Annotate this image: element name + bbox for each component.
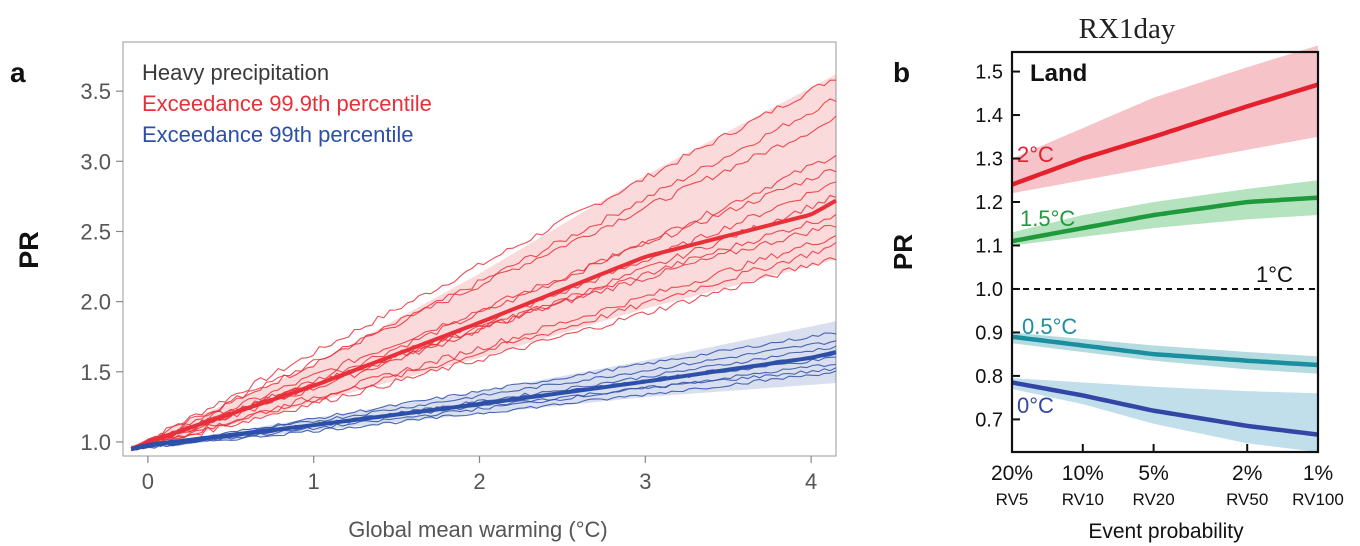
panel-b-land-label: Land (1030, 60, 1087, 87)
panel-a-member-line (131, 115, 837, 451)
panel-a-x-tick-label: 4 (805, 469, 817, 494)
panel-b-line (1011, 380, 1319, 437)
panel-a-member-line (131, 79, 836, 450)
legend-exceedance-99-9: Exceedance 99.9th percentile (142, 91, 432, 116)
panel-a-member-line (131, 257, 837, 450)
panel-b-line (1011, 195, 1319, 244)
panel-b-series-label: 1.5°C (1020, 206, 1075, 231)
panel-a-member-line (131, 332, 837, 450)
panel-b-x-tick-label: 2% (1232, 462, 1262, 485)
panel-b-series-label: 2°C (1017, 142, 1054, 167)
panel-b-x-tick-label: 10% (1062, 462, 1104, 485)
panel-b-series-label: 0.5°C (1022, 314, 1077, 339)
panel-b-y-tick-label: 1.3 (975, 149, 1003, 171)
panel-b-y-axis-label: PR (888, 234, 918, 270)
panel-a-band-exceedance-99-9 (131, 74, 836, 452)
panel-b: b 2°C 1.5°C 0.5°C 0°C 1°C Land 0.7 0.8 0.9 1.0 1… (888, 45, 1344, 543)
panel-b-x-tick-sublabel: RV50 (1226, 490, 1268, 509)
panel-a-x-tick-label: 1 (308, 469, 320, 494)
panel-a-member-line (131, 235, 837, 450)
panel-a-y-tick-label: 3.0 (80, 149, 111, 174)
panel-a-y-tick-label: 2.0 (80, 290, 111, 315)
panel-b-x-axis-label: Event probability (1088, 520, 1244, 543)
panel-a-y-axis-label: PR (14, 231, 44, 269)
panel-a-x-tick-label: 3 (639, 469, 651, 494)
panel-b-y-tick-label: 1.0 (975, 279, 1003, 301)
legend-exceedance-99: Exceedance 99th percentile (142, 122, 414, 147)
panel-b-x-tick-label: 5% (1138, 462, 1168, 485)
panel-b-x-tick-label: 20% (991, 462, 1033, 485)
panel-b-x-tick-sublabel: RV100 (1292, 490, 1344, 509)
panel-b-plot-area (1010, 50, 1320, 454)
panel-a-legend: Heavy precipitation Exceedance 99.9th pe… (142, 60, 432, 147)
panel-b-series-label: 0°C (1017, 393, 1054, 418)
panel-b-y-tick-label: 0.9 (975, 322, 1003, 344)
panel-b-line (1011, 82, 1319, 187)
panel-a-letter: a (10, 57, 26, 88)
panel-a-mean-line-exceedance-99-9 (130, 198, 837, 451)
panel-a-y-tick-label: 1.5 (80, 360, 111, 385)
panel-a-mean-line-exceedance-99 (130, 350, 837, 451)
panel-b-x-tick-sublabel: RV5 (996, 490, 1029, 509)
panel-b-x-tick-sublabel: RV20 (1132, 490, 1174, 509)
panel-b-reference-label: 1°C (1256, 262, 1293, 287)
panel-b-x-tick-label: 1% (1303, 462, 1333, 485)
legend-heavy-precipitation: Heavy precipitation (142, 60, 329, 85)
panel-b-y-tick-label: 1.1 (975, 235, 1003, 257)
panel-a-x-tick-label: 2 (473, 469, 485, 494)
panel-b-y-tick-label: 1.4 (975, 105, 1003, 127)
panel-b-y-tick-label: 0.7 (975, 409, 1003, 431)
panel-a-member-line (131, 370, 837, 450)
panel-a-member-line (131, 98, 837, 450)
panel-a-y-tick-label: 2.5 (80, 219, 111, 244)
panel-a-member-line (131, 242, 837, 452)
panel-b-y-tick-label: 1.2 (975, 192, 1003, 214)
figure-title: RX1day (1079, 13, 1176, 45)
panel-a: a 1.0 1.5 2.0 2.5 3.0 3.5 0 1 2 3 4 Global mean wa… (10, 41, 837, 542)
panel-a-member-line (131, 168, 837, 448)
panel-a-y-tick-label: 3.5 (80, 79, 111, 104)
panel-b-x-tick-sublabel: RV10 (1062, 490, 1104, 509)
panel-a-x-tick-label: 0 (142, 469, 154, 494)
panel-b-letter: b (893, 57, 910, 88)
panel-b-y-tick-label: 1.5 (975, 62, 1003, 84)
panel-b-y-tick-label: 0.8 (975, 366, 1003, 388)
panel-a-y-tick-label: 1.0 (80, 430, 111, 455)
panel-a-x-axis-label: Global mean warming (°C) (348, 517, 607, 542)
panel-b-line (1011, 334, 1319, 368)
